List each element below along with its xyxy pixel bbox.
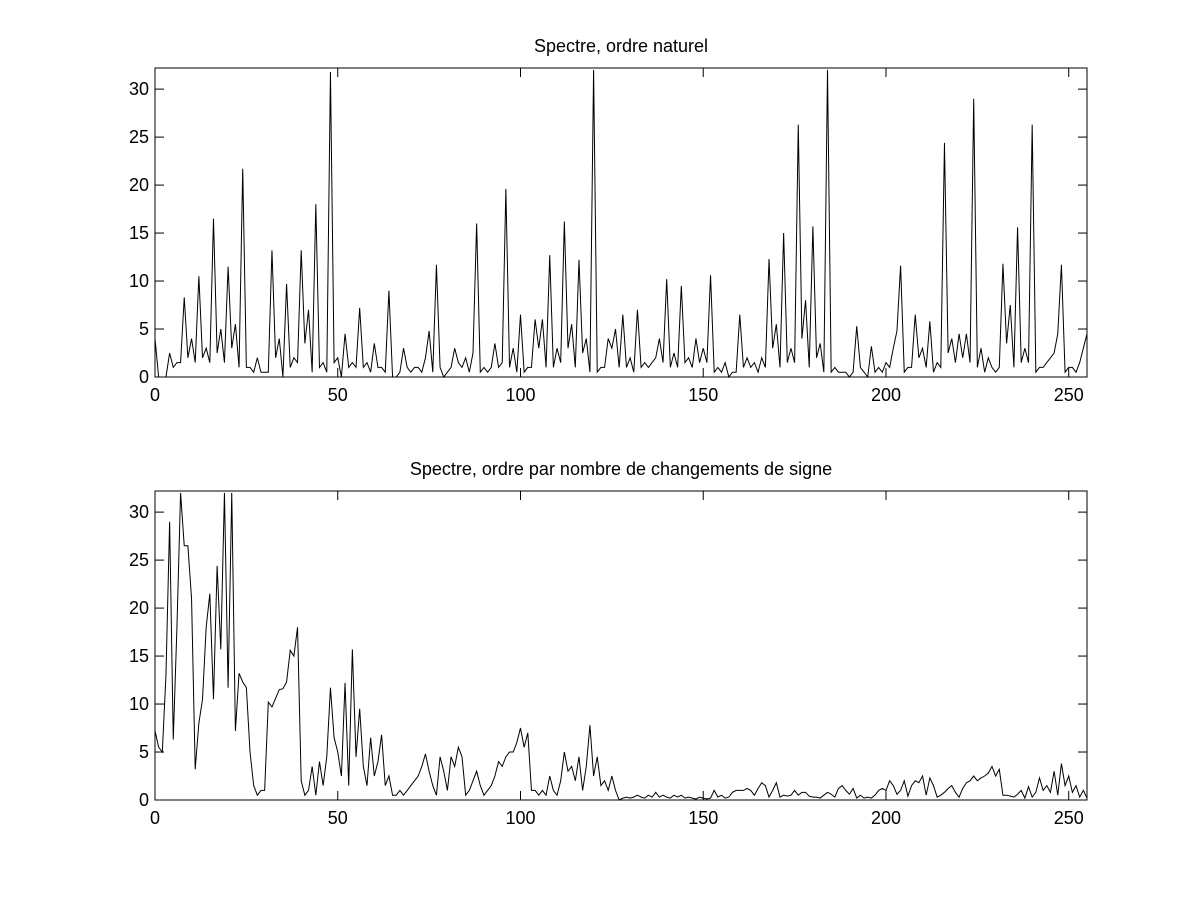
axes-box <box>154 490 1088 801</box>
x-tick-label: 50 <box>328 808 348 828</box>
y-tick-label: 20 <box>129 175 149 195</box>
y-tick-label: 0 <box>139 790 149 810</box>
x-tick-label: 0 <box>150 808 160 828</box>
y-tick-label: 5 <box>139 742 149 762</box>
data-line <box>154 69 1088 379</box>
y-tick-label: 25 <box>129 550 149 570</box>
y-tick-label: 15 <box>129 223 149 243</box>
x-tick-label: 250 <box>1054 385 1084 405</box>
x-tick-label: 100 <box>505 385 535 405</box>
y-tick-label: 20 <box>129 598 149 618</box>
y-tick-label: 5 <box>139 319 149 339</box>
axes-box <box>154 67 1088 378</box>
y-tick-label: 30 <box>129 502 149 522</box>
x-tick-label: 0 <box>150 385 160 405</box>
y-tick-label: 15 <box>129 646 149 666</box>
y-tick-label: 25 <box>129 127 149 147</box>
y-tick-label: 10 <box>129 271 149 291</box>
x-tick-label: 200 <box>871 808 901 828</box>
y-tick-label: 0 <box>139 367 149 387</box>
x-tick-label: 250 <box>1054 808 1084 828</box>
x-tick-label: 150 <box>688 385 718 405</box>
x-tick-label: 100 <box>505 808 535 828</box>
x-tick-label: 150 <box>688 808 718 828</box>
chart-title: Spectre, ordre par nombre de changements… <box>410 459 832 479</box>
chart-title: Spectre, ordre naturel <box>534 36 708 56</box>
y-tick-label: 10 <box>129 694 149 714</box>
x-tick-label: 50 <box>328 385 348 405</box>
y-tick-label: 30 <box>129 79 149 99</box>
x-tick-label: 200 <box>871 385 901 405</box>
data-line <box>154 492 1088 801</box>
